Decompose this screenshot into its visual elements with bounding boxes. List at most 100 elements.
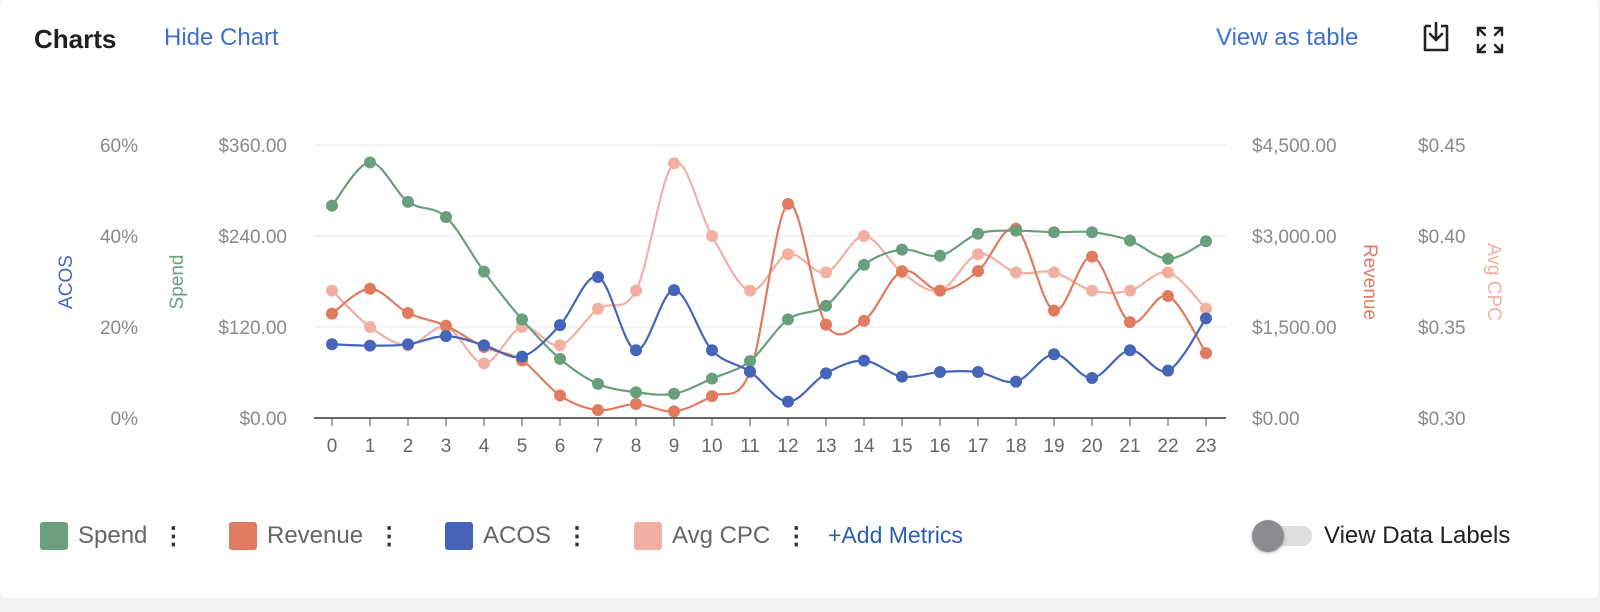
spend-point xyxy=(1010,224,1022,237)
spend-point xyxy=(554,352,566,365)
legend-swatch xyxy=(40,522,68,550)
more-options-icon[interactable]: ⋮ xyxy=(565,522,590,550)
revenue-point xyxy=(820,318,832,331)
cpc-tick-label: $0.35 xyxy=(1418,318,1466,339)
spend-point xyxy=(1048,226,1060,239)
spend-point xyxy=(516,313,528,326)
acos-point xyxy=(440,330,452,343)
acos-point xyxy=(1162,364,1174,377)
revenue-tick-label: $0.00 xyxy=(1252,409,1300,430)
acos-tick-label: 60% xyxy=(100,136,138,157)
acos-point xyxy=(1048,348,1060,361)
spend-point xyxy=(820,299,832,312)
avg-cpc-point xyxy=(592,302,604,315)
spend-axis-title: Spend xyxy=(167,255,188,310)
avg-cpc-point xyxy=(478,357,490,370)
acos-point xyxy=(972,366,984,379)
view-data-labels-toggle[interactable] xyxy=(1252,520,1312,552)
x-tick-label: 12 xyxy=(777,436,798,457)
x-tick-label: 5 xyxy=(517,436,528,457)
more-options-icon[interactable]: ⋮ xyxy=(161,522,186,550)
spend-point xyxy=(440,211,452,224)
spend-point xyxy=(1124,234,1136,247)
legend-label: Spend xyxy=(78,522,148,549)
x-tick-label: 14 xyxy=(853,436,875,457)
spend-point xyxy=(668,387,680,400)
acos-point xyxy=(402,338,414,351)
add-metrics-link[interactable]: +Add Metrics xyxy=(828,522,963,548)
more-options-icon[interactable]: ⋮ xyxy=(377,522,402,550)
more-options-icon[interactable]: ⋮ xyxy=(784,522,809,550)
legend-item-avg-cpc[interactable]: Avg CPC ⋮ xyxy=(634,516,808,556)
acos-point xyxy=(1010,375,1022,388)
acos-point xyxy=(934,366,946,379)
x-tick-label: 18 xyxy=(1005,436,1026,457)
legend-item-spend[interactable]: Spend ⋮ xyxy=(40,516,185,556)
revenue-point xyxy=(782,197,794,210)
revenue-point xyxy=(858,314,870,327)
acos-axis-title: ACOS xyxy=(56,255,77,309)
legend-item-acos[interactable]: ACOS ⋮ xyxy=(445,516,589,556)
revenue-point xyxy=(1086,250,1098,263)
cpc-tick-label: $0.40 xyxy=(1418,227,1466,248)
acos-point xyxy=(364,339,376,352)
spend-point xyxy=(896,243,908,256)
x-tick-label: 22 xyxy=(1157,436,1178,457)
spend-point xyxy=(1200,235,1212,248)
x-tick-label: 1 xyxy=(365,436,376,457)
view-as-table-link[interactable]: View as table xyxy=(1216,24,1359,51)
avg-cpc-point xyxy=(1124,284,1136,297)
spend-point xyxy=(782,313,794,326)
revenue-point xyxy=(972,265,984,278)
acos-point xyxy=(1086,371,1098,384)
acos-point xyxy=(326,338,338,351)
avg-cpc-point xyxy=(782,248,794,261)
legend-item-revenue[interactable]: Revenue ⋮ xyxy=(229,516,401,556)
spend-point xyxy=(972,227,984,240)
avg-cpc-point xyxy=(744,284,756,297)
spend-tick-label: $240.00 xyxy=(218,227,287,248)
download-icon[interactable] xyxy=(1418,20,1454,56)
avg-cpc-point xyxy=(1162,266,1174,279)
acos-point xyxy=(630,344,642,357)
acos-point xyxy=(896,370,908,383)
spend-point xyxy=(706,372,718,385)
line-chart: 0% 20% 40% 60% $0.00 $120.00 $240.00 $360.00 $0.… xyxy=(56,136,1504,457)
revenue-point xyxy=(1162,290,1174,303)
avg-cpc-point xyxy=(554,339,566,352)
avg-cpc-point xyxy=(1048,266,1060,279)
spend-point xyxy=(858,258,870,271)
revenue-point xyxy=(440,319,452,332)
fullscreen-icon[interactable] xyxy=(1474,24,1510,60)
spend-point xyxy=(1162,252,1174,265)
hide-chart-link[interactable]: Hide Chart xyxy=(164,24,279,51)
acos-point xyxy=(1200,312,1212,325)
spend-point xyxy=(402,195,414,208)
x-tick-label: 8 xyxy=(631,436,642,457)
avg-cpc-point xyxy=(972,248,984,261)
revenue-series-line xyxy=(331,202,1207,413)
legend-swatch xyxy=(634,522,662,550)
acos-point xyxy=(668,284,680,297)
avg-cpc-point xyxy=(858,230,870,242)
legend-swatch xyxy=(229,522,257,550)
acos-tick-label: 0% xyxy=(111,409,139,430)
page-title: Charts xyxy=(34,24,117,54)
revenue-point xyxy=(706,390,718,403)
x-tick-label: 10 xyxy=(701,436,722,457)
legend-swatch xyxy=(445,522,473,550)
x-tick-label: 11 xyxy=(740,436,760,457)
x-tick-label: 13 xyxy=(815,436,836,457)
revenue-axis-title: Revenue xyxy=(1359,244,1380,320)
revenue-point xyxy=(326,307,338,320)
acos-point xyxy=(744,365,756,378)
revenue-point xyxy=(402,307,414,320)
spend-point xyxy=(744,355,756,368)
avg-cpc-point xyxy=(630,284,642,297)
avg-cpc-point xyxy=(820,266,832,279)
x-tick-label: 2 xyxy=(403,436,414,457)
toggle-knob xyxy=(1252,520,1284,552)
revenue-tick-label: $4,500.00 xyxy=(1252,136,1337,157)
acos-point xyxy=(478,339,490,352)
revenue-point xyxy=(554,389,566,402)
